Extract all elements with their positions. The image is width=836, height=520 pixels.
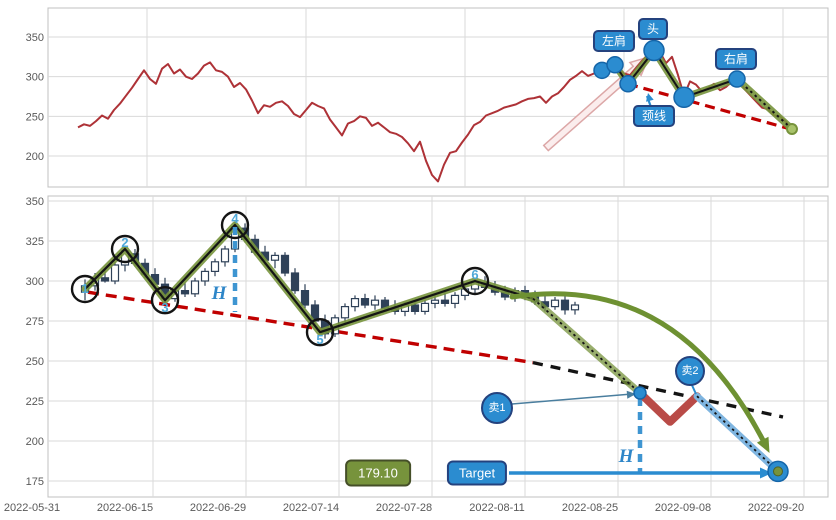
sell1-point-marker bbox=[633, 386, 647, 400]
price-target-box: 179.10 bbox=[345, 459, 411, 487]
pivot-number: 5 bbox=[316, 332, 323, 347]
pattern-point-marker bbox=[673, 86, 695, 109]
pivot-number: 1 bbox=[81, 281, 88, 296]
x-tick-label: 2022-07-14 bbox=[283, 502, 339, 514]
top-zigzag-core-dotted bbox=[736, 78, 793, 130]
x-tick-label: 2022-05-31 bbox=[4, 502, 60, 514]
candle-body bbox=[360, 298, 370, 306]
bottom-zigzag-core bbox=[84, 223, 534, 334]
y-tick-label: 300 bbox=[26, 72, 44, 84]
pivot-number: 4 bbox=[231, 211, 239, 226]
blue-projection-core bbox=[696, 395, 779, 473]
y-tick-label: 250 bbox=[26, 356, 44, 368]
candle-body bbox=[340, 306, 350, 319]
y-tick-label: 300 bbox=[26, 276, 44, 288]
downtrend-red-dash bbox=[87, 290, 534, 365]
green-swoosh-head bbox=[756, 436, 770, 453]
sell1-pointer-head bbox=[626, 390, 636, 399]
candle-body bbox=[280, 254, 290, 274]
candle-body bbox=[290, 272, 300, 292]
pullback-red-v bbox=[636, 389, 701, 426]
candle-body bbox=[570, 304, 580, 311]
candle-body bbox=[350, 298, 360, 308]
pattern-point-marker bbox=[619, 75, 637, 93]
pivot-circle bbox=[70, 274, 100, 304]
candle-body bbox=[180, 290, 190, 295]
candle-body bbox=[270, 254, 280, 261]
y-tick-label: 350 bbox=[26, 32, 44, 44]
y-tick-label: 200 bbox=[26, 151, 44, 163]
candle-body bbox=[300, 290, 310, 306]
top-panel bbox=[47, 7, 829, 188]
target-arrow-head bbox=[760, 467, 772, 479]
y-tick-label: 250 bbox=[26, 111, 44, 123]
top-neckline-dash bbox=[627, 82, 795, 132]
candle-body bbox=[200, 270, 210, 282]
candle-body bbox=[220, 248, 230, 263]
pivot-number: 2 bbox=[121, 235, 128, 250]
candle-body bbox=[410, 304, 420, 313]
candle-body bbox=[550, 299, 560, 308]
sell2-label: 卖2 bbox=[675, 356, 705, 386]
x-tick-label: 2022-08-25 bbox=[562, 502, 618, 514]
pattern-label-neckline: 颈线 bbox=[632, 105, 676, 127]
top-end-blob bbox=[786, 123, 798, 136]
y-tick-label: 200 bbox=[26, 436, 44, 448]
candle-body bbox=[430, 299, 440, 305]
price-line bbox=[77, 51, 793, 183]
green-projection-casing bbox=[529, 295, 644, 397]
candle-body bbox=[370, 299, 380, 306]
y-tick-label: 175 bbox=[26, 476, 44, 488]
candle-body bbox=[110, 264, 120, 282]
pattern-label-right-shoulder: 右肩 bbox=[714, 48, 758, 70]
green-swoosh-arrow bbox=[509, 291, 769, 449]
y-tick-label: 325 bbox=[26, 236, 44, 248]
pattern-point-marker bbox=[728, 70, 746, 88]
candle-body bbox=[560, 299, 570, 311]
pivot-number: 6 bbox=[471, 267, 478, 282]
pivot-number: 3 bbox=[161, 300, 168, 315]
pivot-circle bbox=[150, 286, 180, 315]
candle-body bbox=[190, 280, 200, 295]
x-tick-label: 2022-06-29 bbox=[190, 502, 246, 514]
target-end-marker-inner bbox=[773, 466, 783, 477]
pivot-circle bbox=[305, 318, 335, 347]
pattern-label-head: 头 bbox=[637, 18, 669, 40]
x-tick-label: 2022-06-15 bbox=[97, 502, 153, 514]
candle-body bbox=[100, 277, 110, 282]
candle-body bbox=[420, 302, 430, 312]
y-tick-label: 275 bbox=[26, 316, 44, 328]
sell1-pointer bbox=[511, 393, 633, 405]
downtrend-black-dash bbox=[532, 360, 784, 419]
x-tick-label: 2022-09-08 bbox=[655, 502, 711, 514]
x-tick-label: 2022-07-28 bbox=[376, 502, 432, 514]
pattern-point-marker bbox=[643, 39, 665, 62]
pattern-point-marker bbox=[606, 56, 624, 74]
pivot-circle bbox=[220, 210, 250, 240]
sell1-label: 卖1 bbox=[481, 392, 513, 424]
height-label-2: H bbox=[618, 446, 634, 467]
candle-body bbox=[210, 261, 220, 272]
pattern-label-left-shoulder: 左肩 bbox=[592, 30, 636, 52]
candle-body bbox=[450, 294, 460, 304]
y-tick-label: 350 bbox=[26, 196, 44, 208]
target-label-box: Target bbox=[446, 460, 508, 486]
pivot-circle bbox=[460, 266, 490, 296]
x-tick-label: 2022-09-20 bbox=[748, 502, 804, 514]
pivot-circle bbox=[110, 234, 140, 264]
candle-body bbox=[440, 299, 450, 305]
neckline-pointer-head bbox=[646, 93, 654, 102]
x-tick-label: 2022-08-11 bbox=[469, 502, 524, 514]
y-tick-label: 225 bbox=[26, 396, 44, 408]
height-label-1: H bbox=[211, 283, 227, 304]
bottom-panel bbox=[47, 195, 829, 498]
